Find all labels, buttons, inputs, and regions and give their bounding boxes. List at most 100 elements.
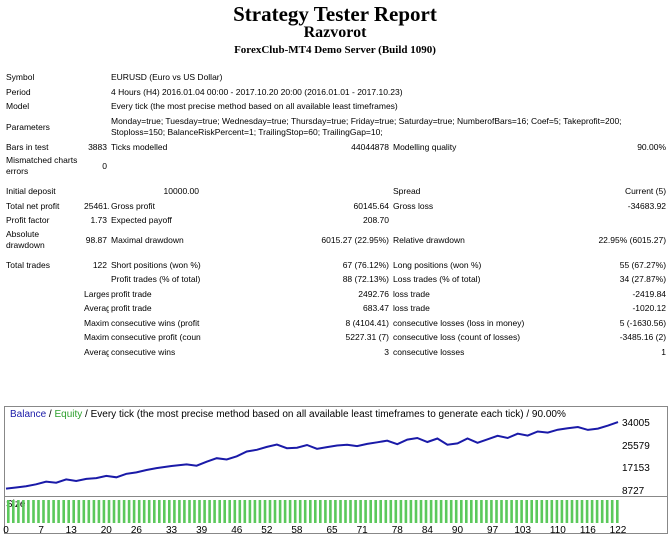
size-bar — [530, 500, 533, 523]
size-bars — [7, 500, 619, 523]
size-bar — [107, 500, 111, 523]
x-tick-label: 0 — [3, 525, 9, 536]
label-max-consecutive-profit: consecutive profit (count of wins) — [111, 332, 201, 343]
value-absolute-drawdown: 98.87 — [85, 234, 107, 245]
size-bar — [319, 500, 322, 523]
x-tick-label: 58 — [291, 525, 303, 536]
row-profit-trades: Profit trades (% of total) 88 (72.13%) L… — [4, 272, 668, 287]
size-bar — [293, 500, 297, 523]
size-bar — [505, 500, 508, 523]
size-bar — [409, 500, 413, 523]
size-bar — [334, 500, 337, 523]
size-bar — [223, 500, 226, 523]
size-bar — [490, 500, 493, 523]
size-bar — [495, 500, 498, 523]
value-average-loss: -1020.12 — [632, 303, 667, 314]
label-net-profit: Total net profit — [6, 200, 60, 211]
size-bar — [22, 500, 25, 523]
size-bar — [485, 500, 488, 523]
size-bar — [449, 500, 453, 523]
x-tick-label: 52 — [261, 525, 273, 536]
size-bar — [137, 500, 141, 523]
label-long-positions: Long positions (won %) — [393, 259, 482, 270]
value-gross-profit: 60145.64 — [353, 200, 389, 211]
label-average: Average — [84, 303, 109, 314]
row-model: Model Every tick (the most precise metho… — [4, 99, 668, 114]
size-bar — [273, 500, 277, 523]
legend-description: / Every tick (the most precise method ba… — [82, 409, 566, 420]
balance-plot — [5, 421, 619, 490]
size-bar — [389, 500, 393, 523]
label-expected-payoff: Expected payoff — [111, 215, 172, 226]
label-spread: Spread — [393, 186, 421, 197]
size-bar — [454, 500, 458, 523]
value-largest-profit: 2492.76 — [358, 288, 389, 299]
size-bar — [404, 500, 408, 523]
report-title: Strategy Tester Report — [233, 2, 437, 26]
size-bar — [243, 500, 247, 523]
size-bar — [545, 500, 549, 523]
size-bar — [168, 500, 171, 523]
row-period: Period 4 Hours (H4) 2016.01.04 00:00 - 2… — [4, 85, 668, 100]
size-bar — [434, 500, 438, 523]
row-profit-factor: Profit factor 1.73 Expected payoff 208.7… — [4, 213, 668, 228]
size-bar — [17, 500, 20, 523]
size-bar — [439, 500, 443, 523]
label-profit-trades: Profit trades (% of total) — [111, 274, 201, 285]
size-bar — [183, 500, 186, 523]
size-bar — [394, 500, 398, 523]
size-bar — [72, 500, 75, 523]
size-bar — [565, 500, 569, 523]
x-tick-label: 97 — [487, 525, 499, 536]
value-bars: 3883 — [88, 141, 107, 152]
value-spread: Current (5) — [624, 186, 667, 197]
value-largest-loss: -2419.84 — [632, 288, 667, 299]
report-table: Symbol EURUSD (Euro vs US Dollar) Period… — [4, 70, 668, 359]
x-tick-label: 20 — [100, 525, 112, 536]
value-avg-consecutive-losses: 1 — [661, 346, 667, 357]
size-bar — [540, 500, 544, 523]
label-maximal-drawdown: Maximal drawdown — [111, 234, 184, 245]
label-largest: Largest — [84, 288, 109, 299]
value-period: 4 Hours (H4) 2016.01.04 00:00 - 2017.10.… — [111, 86, 403, 97]
label-gross-profit: Gross profit — [111, 200, 155, 211]
size-bar — [127, 500, 131, 523]
value-gross-loss: -34683.92 — [627, 200, 667, 211]
x-tick-label: 46 — [231, 525, 243, 536]
size-bar — [339, 500, 342, 523]
size-bar — [364, 500, 367, 523]
size-bar — [37, 500, 40, 523]
label-average-loss: loss trade — [393, 303, 430, 314]
size-bar — [153, 500, 156, 523]
size-bar — [444, 500, 448, 523]
legend-balance: Balance — [10, 409, 47, 420]
y-tick-label: 34005 — [622, 418, 650, 429]
size-bar — [198, 500, 201, 523]
server-name: ForexClub-MT4 Demo Server (Build 1090) — [234, 44, 436, 56]
value-max-consecutive-wins: 8 (4104.41) — [345, 317, 389, 328]
row-maximal: Maximal consecutive profit (count of win… — [4, 330, 668, 345]
size-bar — [580, 500, 584, 523]
value-model: Every tick (the most precise method base… — [111, 101, 398, 112]
size-bar — [87, 500, 91, 523]
x-tick-label: 116 — [579, 525, 596, 536]
value-deposit: 10000.00 — [163, 186, 199, 197]
label-maximum: Maximum — [84, 317, 109, 328]
row-parameters: Parameters Monday=true; Tuesday=true; We… — [4, 114, 668, 140]
size-bar — [359, 500, 362, 523]
x-tick-label: 13 — [65, 525, 77, 536]
value-profit-factor: 1.73 — [90, 215, 107, 226]
value-maximal-drawdown: 6015.27 (22.95%) — [321, 234, 389, 245]
size-bar — [7, 500, 10, 523]
size-bar — [329, 500, 332, 523]
label-largest-profit: profit trade — [111, 288, 152, 299]
value-net-profit: 25461.72 — [84, 200, 109, 211]
size-bar — [555, 500, 559, 523]
size-bar — [147, 500, 151, 523]
size-bar — [324, 500, 327, 523]
size-bar — [575, 500, 579, 523]
size-bar — [218, 500, 221, 523]
size-bar — [112, 500, 116, 523]
size-bar — [283, 500, 287, 523]
row-mismatch: Mismatched charts errors 0 — [4, 154, 668, 178]
